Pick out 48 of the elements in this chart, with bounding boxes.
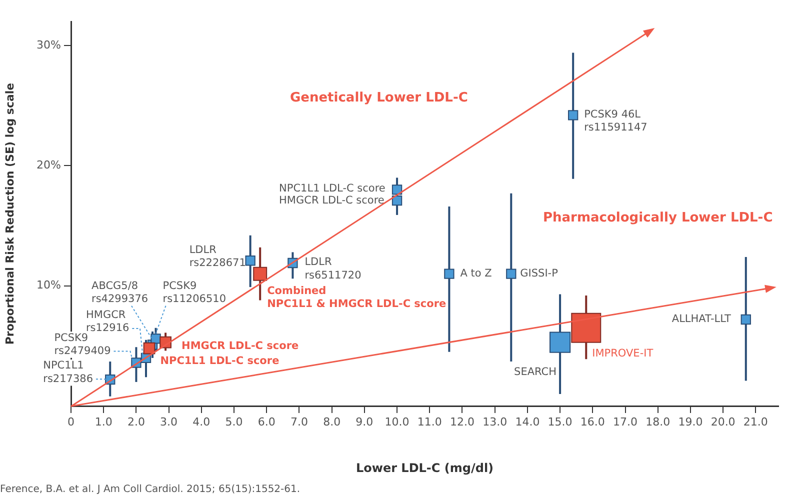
x-tick-label: 16.0 bbox=[580, 415, 605, 428]
x-tick-label: 8.0 bbox=[323, 415, 341, 428]
x-tick-label: 12.0 bbox=[450, 415, 474, 428]
x-tick-label: 5.0 bbox=[225, 415, 243, 428]
annotation: HMGCR LDL-C score bbox=[279, 194, 384, 206]
annotation: Pharmacologically Lower LDL-C bbox=[543, 210, 773, 226]
annotation: NPC1L1 rs217386 bbox=[43, 360, 94, 385]
x-tick-label: 15.0 bbox=[548, 415, 572, 428]
x-tick-label: 9.0 bbox=[356, 415, 374, 428]
annotation: NPC1L1 LDL-C score bbox=[279, 182, 386, 194]
x-tick-label: 18.0 bbox=[646, 415, 670, 428]
annotation: Genetically Lower LDL-C bbox=[290, 90, 468, 106]
annotation: PCSK9 rs11206510 bbox=[162, 280, 226, 306]
x-tick-label: 10.0 bbox=[384, 415, 410, 428]
x-tick-label: 7.0 bbox=[290, 415, 308, 428]
annotation: IMPROVE-IT bbox=[592, 348, 654, 360]
x-axis-title: Lower LDL-C (mg/dl) bbox=[356, 460, 494, 475]
x-tick-label: 19.0 bbox=[678, 415, 703, 428]
x-tick-label: 21.0 bbox=[743, 415, 768, 428]
y-tick-label: 30% bbox=[36, 38, 61, 52]
y-tick-label: 20% bbox=[36, 158, 61, 172]
y-axis-title: Proportional Risk Reduction (SE) log scale bbox=[3, 82, 16, 345]
x-tick-label: 0 bbox=[68, 415, 74, 428]
x-tick-label: 4.0 bbox=[192, 415, 210, 428]
annotation: PCSK9 rs2479409 bbox=[54, 332, 111, 358]
x-tick-label: 2.0 bbox=[127, 415, 145, 428]
x-tick-label: 6.0 bbox=[258, 415, 276, 428]
annotation: A to Z bbox=[460, 268, 492, 280]
x-tick-label: 11.0 bbox=[417, 415, 442, 428]
annotation: ALLHAT-LLT bbox=[672, 313, 732, 326]
annotation: ABCG5/8 rs4299376 bbox=[92, 280, 148, 306]
text: Ference, B.A. et al. J Am Coll Cardiol. 2015; 65(15):1552-61. bbox=[0, 484, 300, 495]
annotation: NPC1L1 LDL-C score bbox=[160, 355, 280, 368]
annotation: HMGCR LDL-C score bbox=[182, 340, 299, 352]
x-tick-label: 3.0 bbox=[160, 415, 178, 428]
x-tick-label: 20.0 bbox=[710, 415, 736, 428]
x-tick-label: 1.0 bbox=[94, 415, 112, 428]
x-tick-label: 13.0 bbox=[482, 415, 508, 428]
annotation: SEARCH bbox=[514, 366, 557, 378]
annotation: LDLR rs2228671 bbox=[189, 244, 246, 269]
annotation: Combined NPC1L1 & HMGCR LDL-C score bbox=[267, 285, 446, 310]
x-tick-label: 14.0 bbox=[515, 415, 540, 428]
annotation: HMGCR rs12916 bbox=[86, 309, 130, 334]
annotation: LDLR rs6511720 bbox=[304, 256, 362, 282]
annotation: PCSK9 46L rs11591147 bbox=[584, 108, 648, 134]
x-tick-label: 17.0 bbox=[613, 415, 638, 428]
y-tick-label: 10% bbox=[36, 278, 61, 292]
annotation: GISSI-P bbox=[520, 268, 558, 280]
